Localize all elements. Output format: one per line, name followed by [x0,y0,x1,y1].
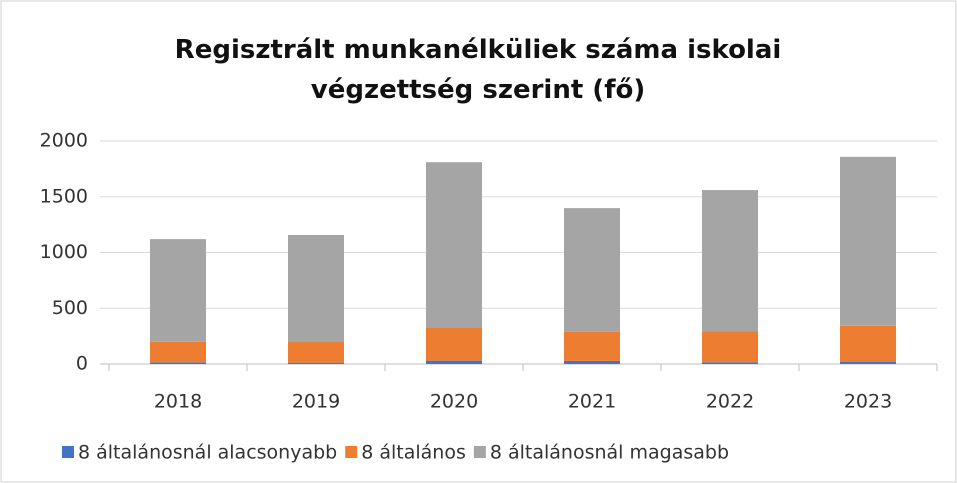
x-tick-label: 2020 [430,391,478,413]
y-tick-label: 500 [52,297,88,319]
bar-segment [150,341,206,363]
legend-label: 8 általánosnál magasabb [490,442,729,464]
bar-segment [288,234,344,343]
x-tick-label: 2023 [844,391,892,413]
bar-segment [150,239,206,342]
bar-segment [426,162,482,328]
y-tick-label: 2000 [40,130,88,152]
bar-segment [150,362,206,364]
bar-segment [840,156,896,326]
legend-label: 8 általánosnál alacsonyabb [78,442,337,464]
bar-segment [840,325,896,362]
bar-segment [288,342,344,363]
x-tick-label: 2021 [568,391,616,413]
legend-swatch [62,446,74,458]
bar-segment [564,208,620,332]
legend-swatch [473,446,486,458]
x-tick-label: 2019 [292,391,340,413]
bar-segment [840,361,896,364]
bar-segment [426,327,482,361]
x-tick-label: 2022 [706,391,754,413]
legend-label: 8 általános [361,442,466,464]
legend-swatch [345,446,358,458]
bar-segment [564,331,620,361]
bar-segment [288,362,344,364]
bar-segment [702,362,758,364]
x-tick-label: 2018 [154,391,202,413]
bar-segment [702,331,758,363]
bar-segment [426,360,482,364]
y-tick-label: 1000 [40,241,88,263]
chart-title: Regisztrált munkanélküliek száma iskolai… [174,35,782,105]
y-tick-label: 0 [76,353,88,375]
bar-segment [564,360,620,364]
bar-segment [702,190,758,332]
y-tick-label: 1500 [40,185,88,207]
